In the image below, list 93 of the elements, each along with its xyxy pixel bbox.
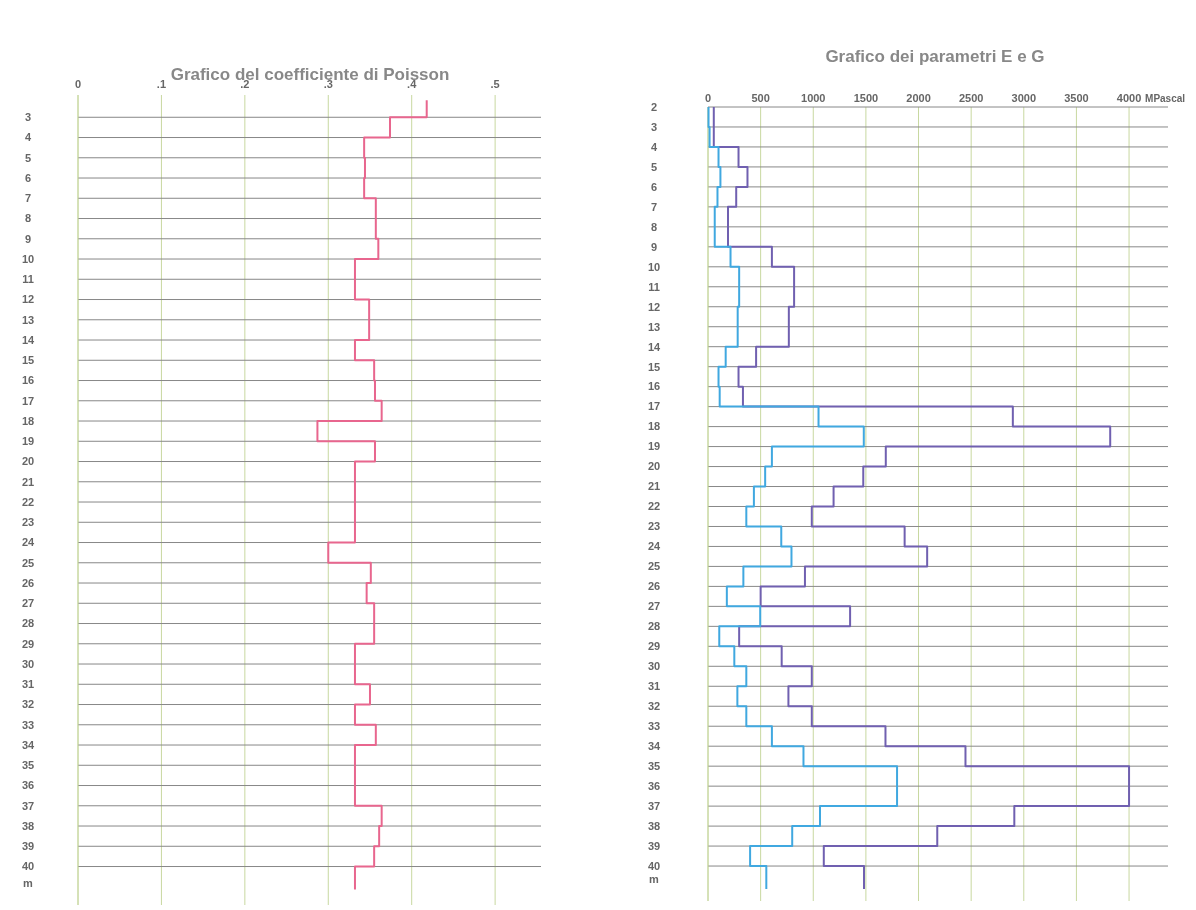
y-tick-label: 15 (21, 354, 35, 367)
x-tick-label: 2000 (906, 92, 931, 104)
y-tick-label: 26 (21, 576, 35, 589)
x-tick-label: .5 (490, 78, 500, 90)
y-tick-label: 21 (21, 475, 35, 488)
y-tick-label: 13 (647, 320, 661, 333)
x-tick-label: .1 (156, 78, 167, 90)
y-tick-label: 13 (21, 313, 35, 326)
y-tick-label: 22 (647, 500, 661, 513)
y-tick-label: 32 (21, 698, 35, 711)
y-tick-label: 9 (650, 240, 658, 253)
y-tick-label: 5 (650, 160, 658, 173)
y-tick-label: 25 (647, 560, 661, 573)
y-tick-label: 3 (650, 120, 658, 133)
y-tick-label: 10 (647, 260, 661, 273)
y-tick-label: 29 (647, 640, 661, 653)
y-tick-label: 25 (21, 556, 35, 569)
y-tick-label: 28 (647, 620, 661, 633)
y-tick-label: 26 (647, 580, 661, 593)
y-tick-label: 23 (21, 516, 35, 529)
y-tick-label: 30 (647, 660, 661, 673)
y-tick-label: 14 (647, 340, 661, 353)
y-tick-label: 36 (647, 779, 661, 792)
y-tick-label: 16 (647, 380, 661, 393)
y-tick-label: 7 (24, 192, 32, 205)
y-tick-label: 39 (21, 840, 35, 853)
y-tick-label: 17 (647, 400, 661, 413)
y-tick-label: 19 (647, 440, 661, 453)
y-tick-label: 21 (647, 480, 661, 493)
x-axis-title: MPascal (1145, 93, 1186, 104)
y-tick-label: 23 (647, 520, 661, 533)
y-tick-label: 15 (647, 360, 661, 373)
chart-title: Grafico dei parametri E e G (825, 47, 1045, 66)
x-tick-label: 3500 (1064, 92, 1089, 104)
y-tick-label: 38 (647, 819, 661, 832)
y-tick-label: 20 (21, 455, 35, 468)
y-tick-label: 9 (24, 232, 32, 245)
y-tick-label: 32 (647, 700, 661, 713)
x-tick-label: 2500 (958, 92, 984, 104)
y-tick-label: 5 (24, 151, 32, 164)
y-tick-label: 39 (647, 839, 661, 852)
y-tick-label: 8 (650, 220, 658, 233)
y-tick-label: 31 (647, 680, 661, 693)
y-tick-label: 10 (21, 252, 35, 265)
y-tick-label: 27 (647, 600, 661, 613)
x-tick-label: 500 (751, 92, 770, 104)
y-tick-label: 19 (21, 435, 35, 448)
x-tick-label: 0 (74, 78, 82, 90)
y-tick-label: 38 (21, 819, 35, 832)
y-tick-label: 30 (21, 657, 35, 670)
y-tick-label: 33 (21, 718, 35, 731)
y-tick-label: 35 (647, 760, 661, 773)
y-tick-label: 34 (647, 740, 661, 753)
y-tick-label: 14 (21, 333, 35, 346)
y-tick-label: 11 (22, 273, 34, 286)
y-tick-label: 12 (21, 293, 35, 306)
y-tick-label: 36 (21, 779, 35, 792)
y-tick-label: 33 (647, 720, 661, 733)
y-tick-label: 17 (21, 394, 35, 407)
y-tick-label: 11 (648, 280, 660, 293)
x-tick-label: 1000 (801, 92, 826, 104)
y-tick-label: 6 (650, 180, 658, 193)
y-tick-label: 27 (21, 597, 35, 610)
y-tick-label: 37 (647, 799, 661, 812)
y-tick-label: 18 (647, 420, 661, 433)
y-tick-label: 4 (650, 140, 658, 153)
y-tick-label: 8 (24, 212, 32, 225)
x-tick-label: 0 (704, 92, 712, 104)
y-tick-label: 4 (24, 131, 32, 144)
y-tick-label: 24 (21, 536, 35, 549)
y-tick-label: 28 (21, 617, 35, 630)
y-tick-label: 29 (21, 637, 35, 650)
x-tick-label: 4000 (1116, 92, 1142, 104)
y-tick-label: 22 (21, 495, 35, 508)
y-axis-title: m (23, 877, 34, 889)
y-tick-label: 35 (21, 759, 35, 772)
y-tick-label: 16 (21, 374, 35, 387)
y-axis-title: m (649, 873, 660, 885)
y-tick-label: 6 (24, 171, 32, 184)
y-tick-label: 37 (21, 799, 35, 812)
y-tick-label: 18 (21, 414, 35, 427)
x-tick-label: 1500 (853, 92, 879, 104)
y-tick-label: 7 (650, 200, 658, 213)
y-tick-label: 31 (21, 678, 35, 691)
x-tick-label: 3000 (1011, 92, 1037, 104)
y-tick-label: 3 (24, 111, 32, 124)
y-tick-label: 34 (21, 738, 35, 751)
y-tick-label: 12 (647, 300, 661, 313)
y-tick-label: 20 (647, 460, 661, 473)
y-tick-label: 24 (647, 540, 661, 553)
y-tick-label: 40 (647, 859, 661, 872)
y-tick-label: 2 (650, 100, 658, 113)
y-tick-label: 40 (21, 860, 35, 873)
